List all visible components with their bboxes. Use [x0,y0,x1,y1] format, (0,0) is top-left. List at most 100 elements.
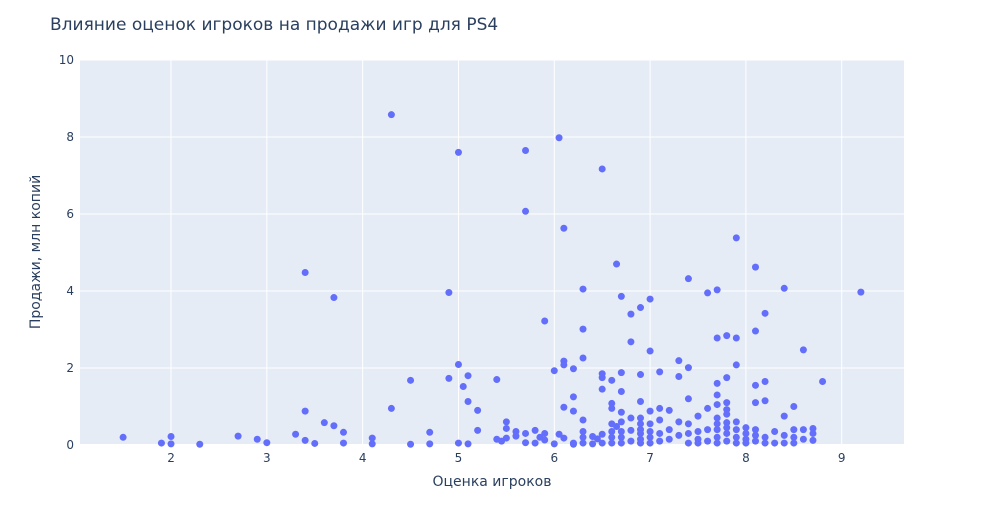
data-point[interactable] [694,412,702,420]
data-point[interactable] [512,432,520,440]
data-point[interactable] [454,148,462,156]
data-point[interactable] [713,414,721,422]
data-point[interactable] [732,418,740,426]
data-point[interactable] [675,418,683,426]
data-point[interactable] [339,428,347,436]
data-point[interactable] [617,418,625,426]
data-point[interactable] [646,439,654,447]
data-point[interactable] [809,429,817,437]
data-point[interactable] [330,422,338,430]
data-point[interactable] [167,440,175,448]
data-point[interactable] [656,404,664,412]
data-point[interactable] [613,423,621,431]
data-point[interactable] [569,407,577,415]
data-point[interactable] [407,376,415,384]
data-point[interactable] [119,433,127,441]
data-point[interactable] [790,433,798,441]
data-point[interactable] [459,382,467,390]
data-point[interactable] [742,439,750,447]
data-point[interactable] [761,377,769,385]
data-point[interactable] [723,410,731,418]
data-point[interactable] [761,397,769,405]
data-point[interactable] [694,428,702,436]
data-point[interactable] [751,263,759,271]
data-point[interactable] [550,440,558,448]
data-point[interactable] [732,361,740,369]
data-point[interactable] [445,289,453,297]
data-point[interactable] [751,431,759,439]
data-point[interactable] [780,431,788,439]
data-point[interactable] [569,440,577,448]
data-point[interactable] [656,437,664,445]
data-point[interactable] [598,374,606,382]
data-point[interactable] [656,429,664,437]
data-point[interactable] [579,433,587,441]
data-point[interactable] [560,434,568,442]
data-point[interactable] [637,371,645,379]
data-point[interactable] [368,440,376,448]
data-point[interactable] [742,424,750,432]
data-point[interactable] [780,412,788,420]
data-point[interactable] [502,424,510,432]
data-point[interactable] [723,399,731,407]
data-point[interactable] [608,439,616,447]
data-point[interactable] [464,440,472,448]
data-point[interactable] [617,369,625,377]
data-point[interactable] [713,439,721,447]
data-point[interactable] [665,435,673,443]
data-point[interactable] [684,429,692,437]
data-point[interactable] [157,439,165,447]
data-point[interactable] [608,399,616,407]
data-point[interactable] [637,439,645,447]
data-point[interactable] [684,439,692,447]
data-point[interactable] [617,433,625,441]
data-point[interactable] [751,426,759,434]
data-point[interactable] [579,285,587,293]
data-point[interactable] [196,440,204,448]
data-point[interactable] [555,430,563,438]
data-point[interactable] [454,439,462,447]
data-point[interactable] [579,325,587,333]
data-point[interactable] [579,354,587,362]
data-point[interactable] [723,332,731,340]
data-point[interactable] [387,404,395,412]
data-point[interactable] [608,428,616,436]
data-point[interactable] [541,436,549,444]
data-point[interactable] [464,372,472,380]
data-point[interactable] [579,439,587,447]
data-point[interactable] [541,317,549,325]
data-point[interactable] [713,391,721,399]
data-point[interactable] [684,275,692,283]
data-point[interactable] [646,407,654,415]
data-point[interactable] [613,260,621,268]
data-point[interactable] [593,435,601,443]
data-point[interactable] [234,432,242,440]
data-point[interactable] [637,304,645,312]
data-point[interactable] [646,347,654,355]
data-point[interactable] [646,420,654,428]
data-point[interactable] [646,433,654,441]
data-point[interactable] [407,440,415,448]
data-point[interactable] [723,429,731,437]
data-point[interactable] [694,439,702,447]
data-point[interactable] [713,379,721,387]
data-point[interactable] [502,418,510,426]
data-point[interactable] [569,393,577,401]
data-point[interactable] [637,420,645,428]
data-point[interactable] [809,436,817,444]
data-point[interactable] [627,426,635,434]
data-point[interactable] [656,416,664,424]
data-point[interactable] [732,334,740,342]
data-point[interactable] [732,433,740,441]
data-point[interactable] [569,365,577,373]
data-point[interactable] [555,134,563,142]
data-point[interactable] [301,269,309,277]
data-point[interactable] [292,430,300,438]
data-point[interactable] [445,374,453,382]
data-point[interactable] [301,436,309,444]
data-point[interactable] [474,426,482,434]
data-point[interactable] [637,414,645,422]
data-point[interactable] [253,435,261,443]
data-point[interactable] [780,439,788,447]
data-point[interactable] [637,429,645,437]
